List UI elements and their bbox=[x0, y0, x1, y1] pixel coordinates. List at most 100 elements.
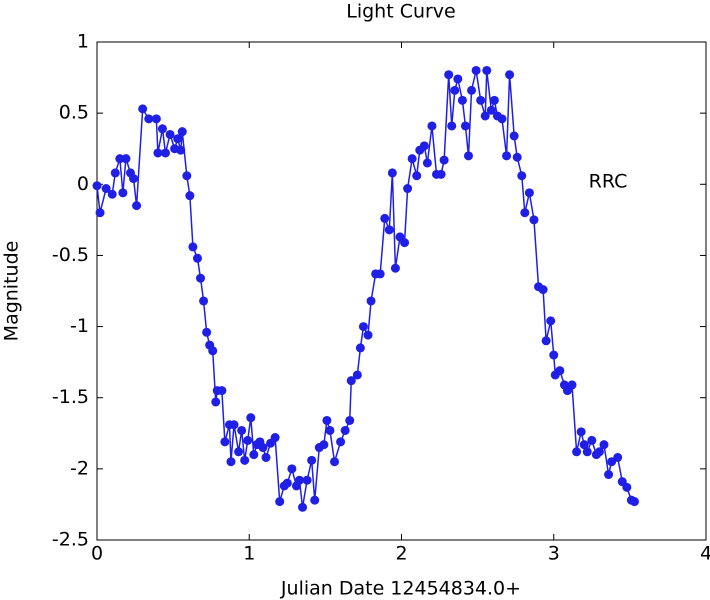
data-point bbox=[118, 188, 128, 198]
data-point bbox=[436, 169, 446, 179]
data-point bbox=[427, 121, 437, 131]
data-point bbox=[502, 151, 512, 161]
data-point bbox=[541, 336, 551, 346]
data-point bbox=[387, 168, 397, 178]
data-point bbox=[384, 225, 394, 235]
data-point bbox=[199, 296, 209, 306]
y-axis-label: Magnitude bbox=[1, 241, 23, 342]
chart-title: Light Curve bbox=[346, 1, 456, 23]
data-point bbox=[95, 208, 105, 218]
data-point bbox=[246, 413, 256, 423]
data-point bbox=[261, 452, 271, 462]
data-point bbox=[467, 85, 477, 95]
data-point bbox=[412, 171, 422, 181]
data-point bbox=[226, 457, 236, 467]
data-point bbox=[520, 208, 530, 218]
data-point bbox=[121, 154, 131, 164]
data-point bbox=[237, 425, 247, 435]
data-point bbox=[546, 316, 556, 326]
data-point bbox=[529, 215, 539, 225]
data-point bbox=[380, 213, 390, 223]
data-point bbox=[151, 114, 161, 124]
annotation: RRC bbox=[589, 171, 628, 193]
data-point bbox=[582, 447, 592, 457]
data-point bbox=[471, 65, 481, 75]
data-point bbox=[275, 497, 285, 507]
data-point bbox=[358, 322, 368, 332]
data-point bbox=[310, 495, 320, 505]
data-point bbox=[270, 433, 280, 443]
data-point bbox=[138, 104, 148, 114]
data-point bbox=[629, 497, 639, 507]
data-point bbox=[144, 114, 154, 124]
data-point bbox=[599, 440, 609, 450]
data-point bbox=[202, 327, 212, 337]
data-point bbox=[101, 184, 111, 194]
data-point bbox=[240, 455, 250, 465]
data-point bbox=[132, 201, 142, 211]
data-point bbox=[517, 171, 527, 181]
data-point bbox=[476, 95, 486, 105]
x-tick-label: 1 bbox=[243, 543, 255, 565]
x-axis-label: Julian Date 12454834.0+ bbox=[280, 578, 521, 600]
data-point bbox=[211, 397, 221, 407]
data-point bbox=[390, 263, 400, 273]
data-point bbox=[400, 238, 410, 248]
y-tick-label: -1.5 bbox=[52, 386, 89, 408]
x-tick-label: 4 bbox=[700, 543, 710, 565]
data-point bbox=[217, 386, 227, 396]
data-point bbox=[480, 111, 490, 121]
data-point bbox=[352, 370, 362, 380]
data-point bbox=[489, 95, 499, 105]
data-point bbox=[447, 121, 457, 131]
data-point bbox=[129, 174, 139, 184]
data-point bbox=[422, 158, 432, 168]
data-point bbox=[325, 425, 335, 435]
data-point bbox=[196, 273, 206, 283]
data-point bbox=[153, 148, 163, 158]
data-point bbox=[439, 155, 449, 165]
x-tick-label: 2 bbox=[395, 543, 407, 565]
data-point bbox=[282, 478, 292, 488]
data-point bbox=[512, 152, 522, 162]
data-point bbox=[567, 380, 577, 390]
data-point bbox=[340, 425, 350, 435]
data-point bbox=[234, 447, 244, 457]
x-tick-label: 3 bbox=[548, 543, 560, 565]
data-point bbox=[482, 65, 492, 75]
data-point bbox=[497, 114, 507, 124]
data-point bbox=[613, 452, 623, 462]
y-tick-label: -2 bbox=[70, 457, 89, 479]
data-point bbox=[587, 435, 597, 445]
y-tick-label: -0.5 bbox=[52, 244, 89, 266]
data-point bbox=[375, 269, 385, 279]
data-point bbox=[208, 346, 218, 356]
data-point bbox=[363, 330, 373, 340]
data-point bbox=[92, 181, 102, 191]
data-point bbox=[220, 437, 230, 447]
data-point bbox=[110, 168, 120, 178]
y-tick-label: -1 bbox=[70, 315, 89, 337]
data-point bbox=[157, 124, 167, 134]
data-point bbox=[177, 127, 187, 137]
data-point bbox=[579, 440, 589, 450]
data-point bbox=[622, 482, 632, 492]
plot-frame bbox=[96, 41, 707, 541]
data-point bbox=[165, 129, 175, 139]
data-point bbox=[419, 141, 429, 151]
data-point bbox=[450, 85, 460, 95]
data-point bbox=[460, 121, 470, 131]
data-point bbox=[287, 464, 297, 474]
data-point bbox=[173, 134, 183, 144]
data-point bbox=[185, 191, 195, 201]
data-point bbox=[302, 475, 312, 485]
data-point bbox=[355, 343, 365, 353]
data-point bbox=[229, 420, 239, 430]
data-point bbox=[509, 131, 519, 141]
data-point bbox=[457, 95, 467, 105]
data-point bbox=[463, 151, 473, 161]
data-point bbox=[576, 427, 586, 437]
data-point bbox=[407, 154, 417, 164]
data-point bbox=[182, 171, 192, 181]
